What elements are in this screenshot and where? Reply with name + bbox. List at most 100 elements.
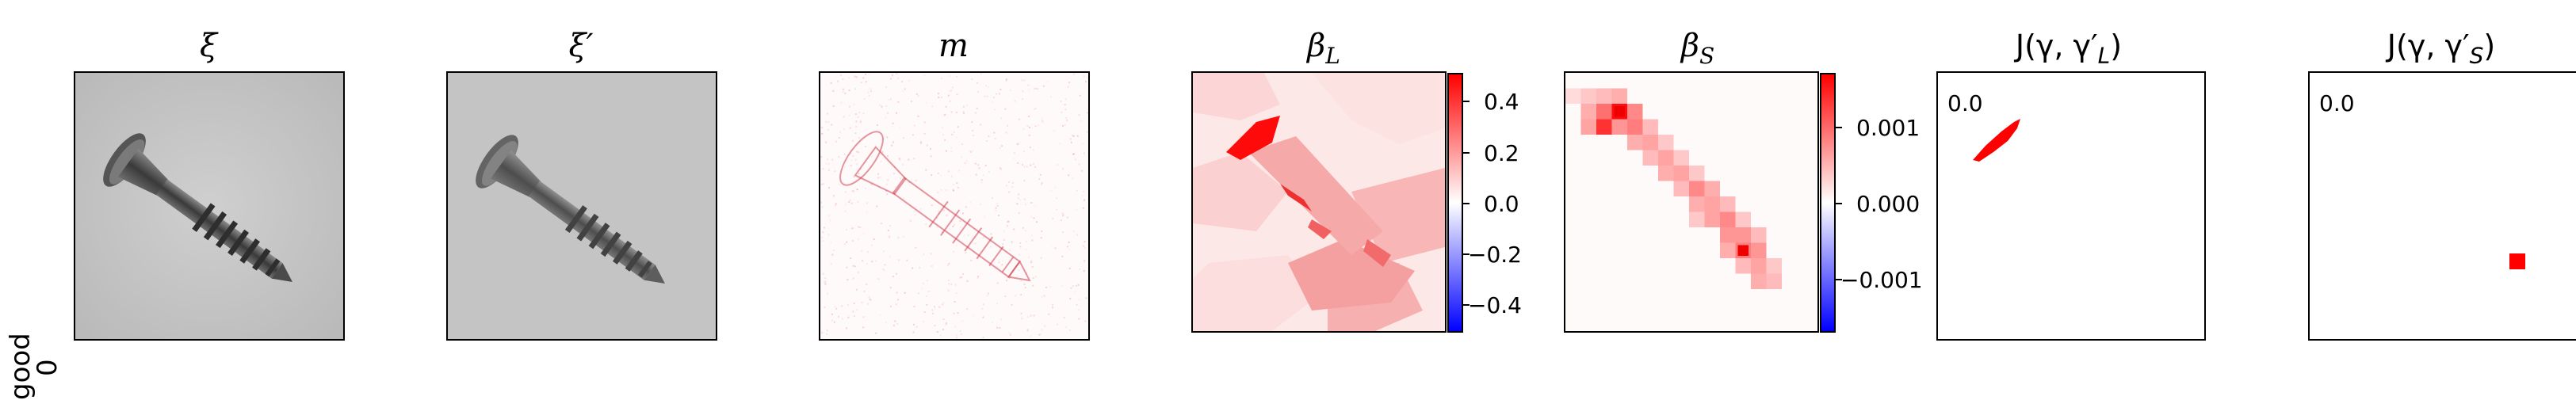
noise-speck [869,299,872,301]
noise-speck [980,204,982,206]
noise-speck [875,260,877,262]
noise-speck [1051,246,1053,248]
noise-speck [1049,286,1051,288]
noise-speck [925,169,927,171]
noise-speck [914,214,916,216]
noise-speck [891,144,893,147]
noise-speck [908,158,910,161]
noise-speck [1034,108,1037,109]
noise-speck [913,158,915,160]
noise-speck [1020,280,1022,282]
noise-speck [1011,304,1013,306]
row-label-index: 0 [32,359,63,376]
noise-speck [951,133,954,135]
noise-speck [1030,261,1032,264]
noise-speck [996,303,998,305]
noise-speck [903,235,905,238]
noise-speck [953,312,955,314]
noise-speck [988,170,990,173]
noise-speck [902,197,904,200]
noise-speck [981,307,984,310]
beta-s-cell [1611,119,1627,135]
noise-speck [1002,243,1004,246]
noise-speck [834,170,836,173]
noise-speck [1025,241,1027,243]
noise-speck [1040,237,1042,239]
noise-speck [925,101,927,104]
beta-s-cell [1689,166,1705,181]
noise-speck [856,116,858,118]
noise-speck [897,101,900,103]
noise-speck [1028,134,1030,136]
noise-speck [1030,202,1033,204]
noise-speck [837,80,839,82]
noise-speck [1027,84,1030,86]
noise-speck [923,311,926,314]
noise-speck [1041,329,1043,331]
noise-speck [965,206,967,208]
noise-speck [859,121,862,124]
beta-s-cell [1642,150,1658,166]
cbar-s-tick-2: −0.001 [1840,267,1923,293]
noise-speck [866,211,868,213]
noise-speck [894,186,896,188]
noise-speck [913,306,915,307]
beta-s-cell [1658,166,1674,181]
noise-speck [841,318,843,320]
noise-speck [855,120,858,123]
noise-speck [858,137,861,139]
noise-speck [1030,335,1032,337]
noise-speck [827,129,829,131]
noise-speck [883,250,885,253]
noise-speck [966,308,969,310]
noise-speck [1056,208,1057,211]
noise-speck [868,295,870,298]
noise-speck [1006,225,1008,227]
noise-speck [998,261,1000,264]
noise-speck [986,140,988,142]
noise-speck [892,276,894,278]
noise-speck [957,186,959,189]
noise-speck [826,292,828,295]
noise-speck [821,206,824,208]
noise-speck [873,238,875,240]
noise-speck [1018,143,1020,145]
noise-speck [843,154,846,155]
noise-speck [1078,309,1080,311]
noise-speck [1022,128,1025,130]
noise-speck [912,331,915,333]
noise-speck [963,112,965,114]
noise-speck [950,111,953,113]
noise-speck [953,223,955,226]
noise-speck [1038,333,1041,336]
noise-speck [884,264,886,266]
noise-speck [952,226,954,227]
noise-speck [1007,124,1009,127]
noise-speck [1026,329,1029,331]
noise-speck [856,189,858,191]
noise-speck [897,77,899,79]
noise-speck [1070,287,1072,289]
noise-speck [993,97,996,98]
noise-speck [953,190,954,192]
noise-speck [1024,203,1026,205]
noise-speck [1057,323,1058,326]
noise-speck [1040,333,1042,335]
noise-speck [994,109,996,111]
noise-speck [988,292,990,295]
cbar-l-tickmark-0 [1463,101,1470,102]
noise-speck [858,173,860,175]
noise-speck [852,139,854,142]
noise-speck [958,170,961,172]
noise-speck [1026,125,1029,127]
noise-speck [832,195,835,197]
noise-speck [899,177,901,180]
noise-speck [990,233,992,235]
noise-speck [866,202,868,204]
noise-speck [974,162,977,165]
noise-speck [942,209,945,211]
noise-speck [1081,195,1084,197]
noise-speck [1061,112,1063,113]
noise-speck [1028,89,1030,91]
noise-speck [946,150,947,152]
